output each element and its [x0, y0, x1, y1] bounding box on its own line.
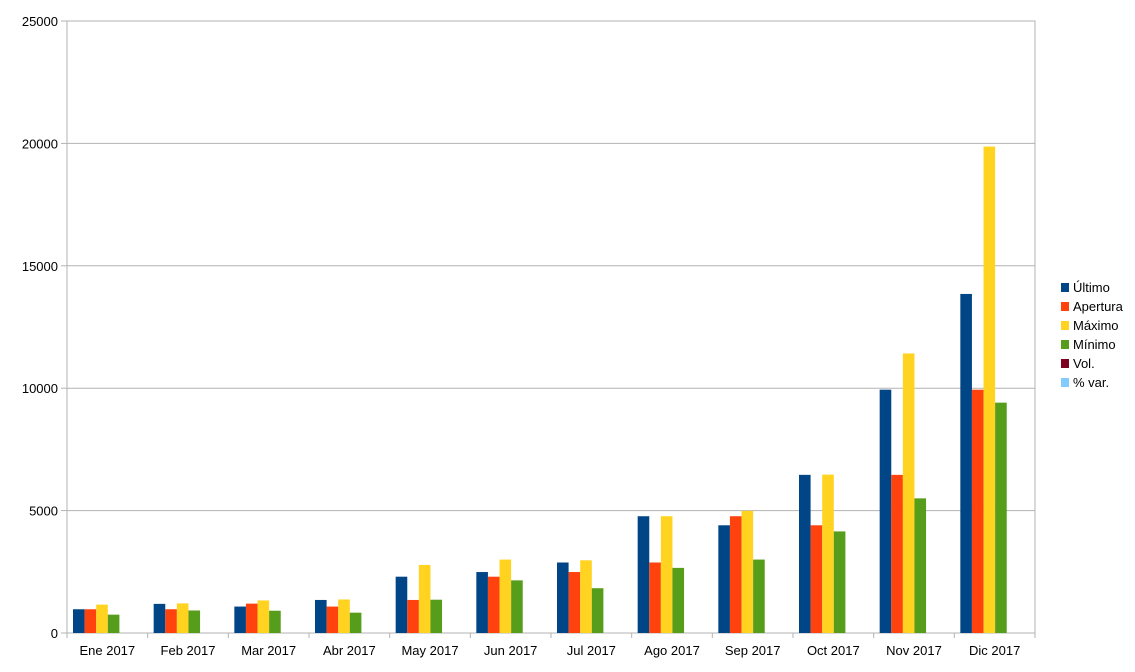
bar [269, 610, 281, 633]
bar [96, 604, 108, 633]
y-axis: 0 5000 10000 15000 20000 25000 [22, 14, 67, 641]
legend: Último Apertura Máximo Mínimo Vol. % var. [1061, 280, 1124, 390]
legend-label: Máximo [1073, 318, 1119, 333]
bar [487, 576, 500, 633]
x-tick-label: Dic 2017 [969, 643, 1020, 658]
bar [430, 599, 443, 633]
bar [810, 525, 823, 633]
bar [476, 572, 488, 633]
x-tick-label: May 2017 [401, 643, 458, 658]
plot-area [66, 20, 1036, 634]
bar [902, 353, 915, 633]
bar [580, 560, 592, 633]
legend-label: Apertura [1073, 299, 1124, 314]
bar [914, 498, 927, 633]
bar [672, 567, 685, 633]
bar [338, 599, 350, 633]
bar [879, 389, 892, 633]
bar [326, 606, 339, 633]
legend-label: Vol. [1073, 356, 1095, 371]
bar [960, 293, 972, 633]
bar [891, 474, 903, 633]
y-tick-label: 25000 [22, 14, 58, 29]
x-tick-label: Ene 2017 [79, 643, 135, 658]
bar [568, 572, 581, 633]
bar [349, 612, 362, 633]
y-tick-label: 10000 [22, 381, 58, 396]
bar [499, 559, 512, 633]
bar [234, 606, 246, 633]
bar [822, 474, 834, 633]
bar [557, 562, 569, 633]
bar [257, 600, 270, 633]
x-axis: Ene 2017 Feb 2017 Mar 2017 Abr 2017 May 2017… [66, 633, 1036, 658]
bar [407, 599, 419, 633]
y-tick-label: 20000 [22, 136, 58, 151]
bar [718, 525, 730, 633]
bar [176, 603, 189, 633]
bar [107, 614, 120, 633]
bar [188, 610, 201, 633]
legend-swatch [1061, 302, 1069, 311]
legend-swatch [1061, 378, 1069, 387]
x-tick-label: Mar 2017 [241, 643, 296, 658]
x-tick-label: Feb 2017 [161, 643, 216, 658]
bar [73, 609, 85, 633]
x-tick-label: Jul 2017 [567, 643, 616, 658]
bar [418, 564, 431, 633]
bar [637, 516, 650, 633]
bar [799, 474, 811, 633]
bar [729, 516, 742, 633]
bar [753, 559, 765, 633]
bar [165, 609, 177, 633]
bar [971, 389, 984, 633]
bar [315, 599, 327, 633]
bar [741, 510, 754, 633]
bar [983, 146, 996, 633]
legend-label: % var. [1073, 375, 1109, 390]
bar [995, 402, 1007, 633]
bar [84, 609, 97, 633]
legend-swatch [1061, 340, 1069, 349]
legend-swatch [1061, 283, 1069, 292]
bar [649, 562, 661, 633]
bars [73, 146, 1007, 633]
legend-swatch [1061, 321, 1069, 330]
bar [245, 603, 258, 633]
y-tick-label: 5000 [29, 504, 58, 519]
legend-label: Mínimo [1073, 337, 1116, 352]
x-tick-label: Sep 2017 [725, 643, 781, 658]
bar [591, 588, 604, 633]
gridlines [67, 142, 1035, 512]
x-tick-label: Ago 2017 [644, 643, 700, 658]
y-tick-label: 15000 [22, 259, 58, 274]
bar [153, 603, 166, 633]
x-tick-label: Nov 2017 [886, 643, 942, 658]
bar [511, 580, 523, 633]
x-tick-label: Jun 2017 [484, 643, 538, 658]
x-tick-label: Oct 2017 [807, 643, 860, 658]
bar [660, 516, 673, 633]
legend-label: Último [1073, 280, 1110, 295]
y-tick-label: 0 [51, 626, 58, 641]
bar [395, 576, 408, 633]
bar [833, 531, 846, 633]
legend-swatch [1061, 359, 1069, 368]
x-tick-label: Abr 2017 [323, 643, 376, 658]
